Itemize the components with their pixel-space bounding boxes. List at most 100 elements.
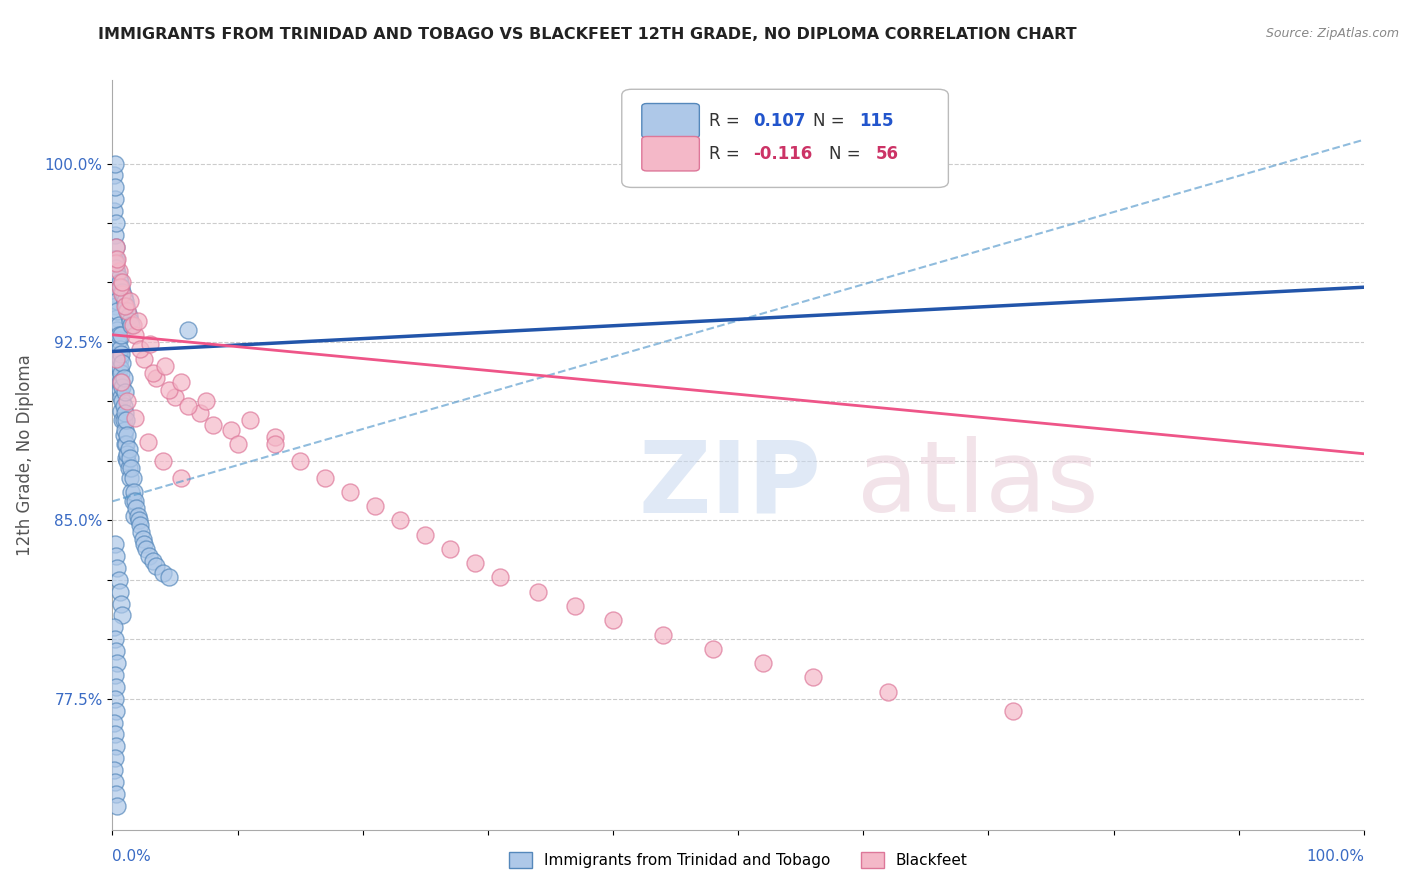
Point [602,613,624,627]
Point [105,261,128,276]
Point [124,327,146,342]
Point [118,451,141,466]
Point [124,494,146,508]
Point [141,366,163,380]
Point [105,787,128,801]
Point [702,641,724,656]
Point [108,361,131,376]
Point [170,376,193,390]
Point [105,263,128,277]
Point [136,434,159,449]
Text: 0.107: 0.107 [754,112,806,129]
Point [107,561,129,575]
Text: -0.116: -0.116 [754,145,813,162]
Point [389,513,412,527]
Point [118,294,141,309]
Point [127,313,149,327]
Point [801,670,824,684]
Point [114,384,136,399]
Point [105,252,128,266]
Point [120,318,142,333]
Point [652,627,675,641]
Point [114,423,136,437]
Point [104,192,127,206]
Point [105,299,128,313]
Point [121,318,143,333]
Point [752,656,775,670]
Point [110,404,132,418]
Point [188,406,211,420]
Point [105,644,128,658]
Point [121,494,143,508]
Point [104,180,127,194]
Text: 115: 115 [859,112,894,129]
Point [108,351,131,366]
Point [107,798,129,813]
Point [439,541,461,556]
Point [121,470,143,484]
Point [138,549,160,563]
Point [111,285,134,299]
Point [103,763,125,777]
Point [239,413,262,427]
Point [104,156,127,170]
Point [107,370,129,384]
Text: Source: ZipAtlas.com: Source: ZipAtlas.com [1265,27,1399,40]
Point [117,304,139,318]
Point [103,715,125,730]
Point [118,309,141,323]
Point [117,304,139,318]
Point [124,411,146,425]
Point [131,533,153,547]
Point [112,290,135,304]
Point [107,263,129,277]
Point [111,356,134,370]
Point [195,394,218,409]
Point [122,508,145,523]
Point [141,554,163,568]
Point [264,437,287,451]
Point [107,656,129,670]
Point [489,570,512,584]
Point [108,342,131,356]
Point [1002,704,1025,718]
Point [103,169,125,183]
Point [221,423,243,437]
Legend: Immigrants from Trinidad and Tobago, Blackfeet: Immigrants from Trinidad and Tobago, Bla… [502,847,974,874]
Point [108,584,131,599]
Point [104,751,127,765]
Point [153,359,176,373]
Point [135,541,157,556]
Text: N =: N = [830,145,866,162]
Point [117,447,139,461]
Point [107,304,129,318]
FancyBboxPatch shape [621,89,949,187]
Point [129,525,152,540]
Point [112,399,135,413]
Point [107,318,129,333]
Point [877,684,900,698]
Point [112,370,135,384]
Point [107,294,129,309]
Point [108,280,131,294]
Point [105,287,128,301]
Point [110,280,132,294]
Point [132,537,155,551]
Point [107,323,129,337]
Point [117,427,139,442]
Point [110,366,132,380]
Point [129,342,152,356]
Point [564,599,586,613]
Point [107,359,129,373]
Point [111,287,134,301]
Point [110,597,132,611]
Point [527,584,550,599]
Text: IMMIGRANTS FROM TRINIDAD AND TOBAGO VS BLACKFEET 12TH GRADE, NO DIPLOMA CORRELAT: IMMIGRANTS FROM TRINIDAD AND TOBAGO VS B… [98,27,1077,42]
Text: N =: N = [813,112,851,129]
Point [112,413,135,427]
Point [110,347,132,361]
Point [104,227,127,242]
Text: R =: R = [710,112,745,129]
Point [107,334,129,349]
Point [163,390,186,404]
